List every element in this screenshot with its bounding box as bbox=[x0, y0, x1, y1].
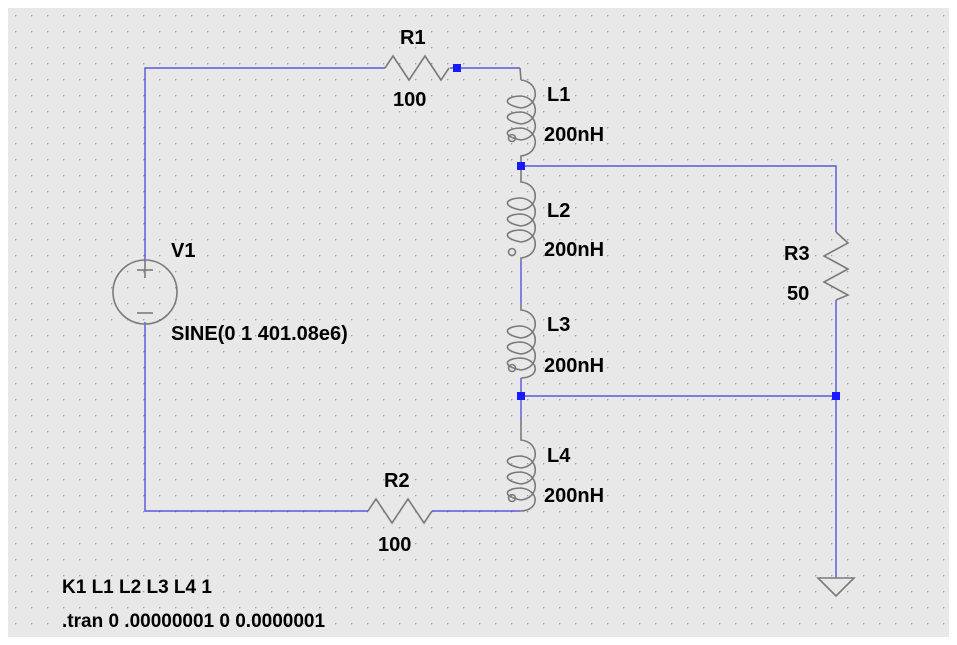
inductor-l4[interactable] bbox=[506, 420, 537, 512]
resistor-r3[interactable] bbox=[822, 231, 850, 301]
directive-tran[interactable]: .tran 0 .00000001 0 0.0000001 bbox=[62, 611, 325, 632]
inductor-l1[interactable] bbox=[506, 67, 537, 166]
junction-r3-ground bbox=[832, 392, 840, 400]
schematic-canvas[interactable]: R1 100 R2 100 R3 50 L1 200nH L2 200nH L3… bbox=[8, 8, 949, 637]
r3-value: 50 bbox=[787, 283, 809, 305]
junction-r1-l1 bbox=[453, 64, 461, 72]
l4-name: L4 bbox=[547, 445, 571, 467]
l3-name: L3 bbox=[547, 314, 570, 336]
l1-value: 200nH bbox=[544, 124, 604, 146]
inductor-l3[interactable] bbox=[506, 305, 537, 379]
junction-node-mid bbox=[517, 392, 525, 400]
r1-value: 100 bbox=[393, 89, 426, 111]
l2-name: L2 bbox=[547, 200, 570, 222]
r2-name: R2 bbox=[384, 470, 410, 492]
l1-name: L1 bbox=[547, 84, 570, 106]
l4-value: 200nH bbox=[544, 485, 604, 507]
junctions bbox=[453, 64, 840, 400]
r2-value: 100 bbox=[378, 534, 411, 556]
wire-node-top-r3 bbox=[521, 165, 837, 232]
v1-value: SINE(0 1 401.08e6) bbox=[171, 323, 348, 345]
wires bbox=[144, 67, 837, 578]
ground-symbol[interactable] bbox=[816, 577, 856, 598]
wire-r2-v1 bbox=[144, 322, 368, 512]
grid bbox=[8, 8, 949, 637]
directive-coupling[interactable]: K1 L1 L2 L3 L4 1 bbox=[62, 577, 212, 598]
resistor-r1[interactable] bbox=[384, 54, 450, 82]
resistor-r2[interactable] bbox=[367, 497, 433, 525]
r3-name: R3 bbox=[784, 243, 810, 265]
wire-v1-r1 bbox=[144, 67, 385, 262]
inductor-l2[interactable] bbox=[506, 166, 537, 262]
v1-name: V1 bbox=[171, 240, 195, 262]
voltage-source-v1[interactable] bbox=[112, 259, 178, 325]
l3-value: 200nH bbox=[544, 355, 604, 377]
junction-node-top bbox=[517, 162, 525, 170]
r1-name: R1 bbox=[400, 27, 426, 49]
l2-value: 200nH bbox=[544, 239, 604, 261]
